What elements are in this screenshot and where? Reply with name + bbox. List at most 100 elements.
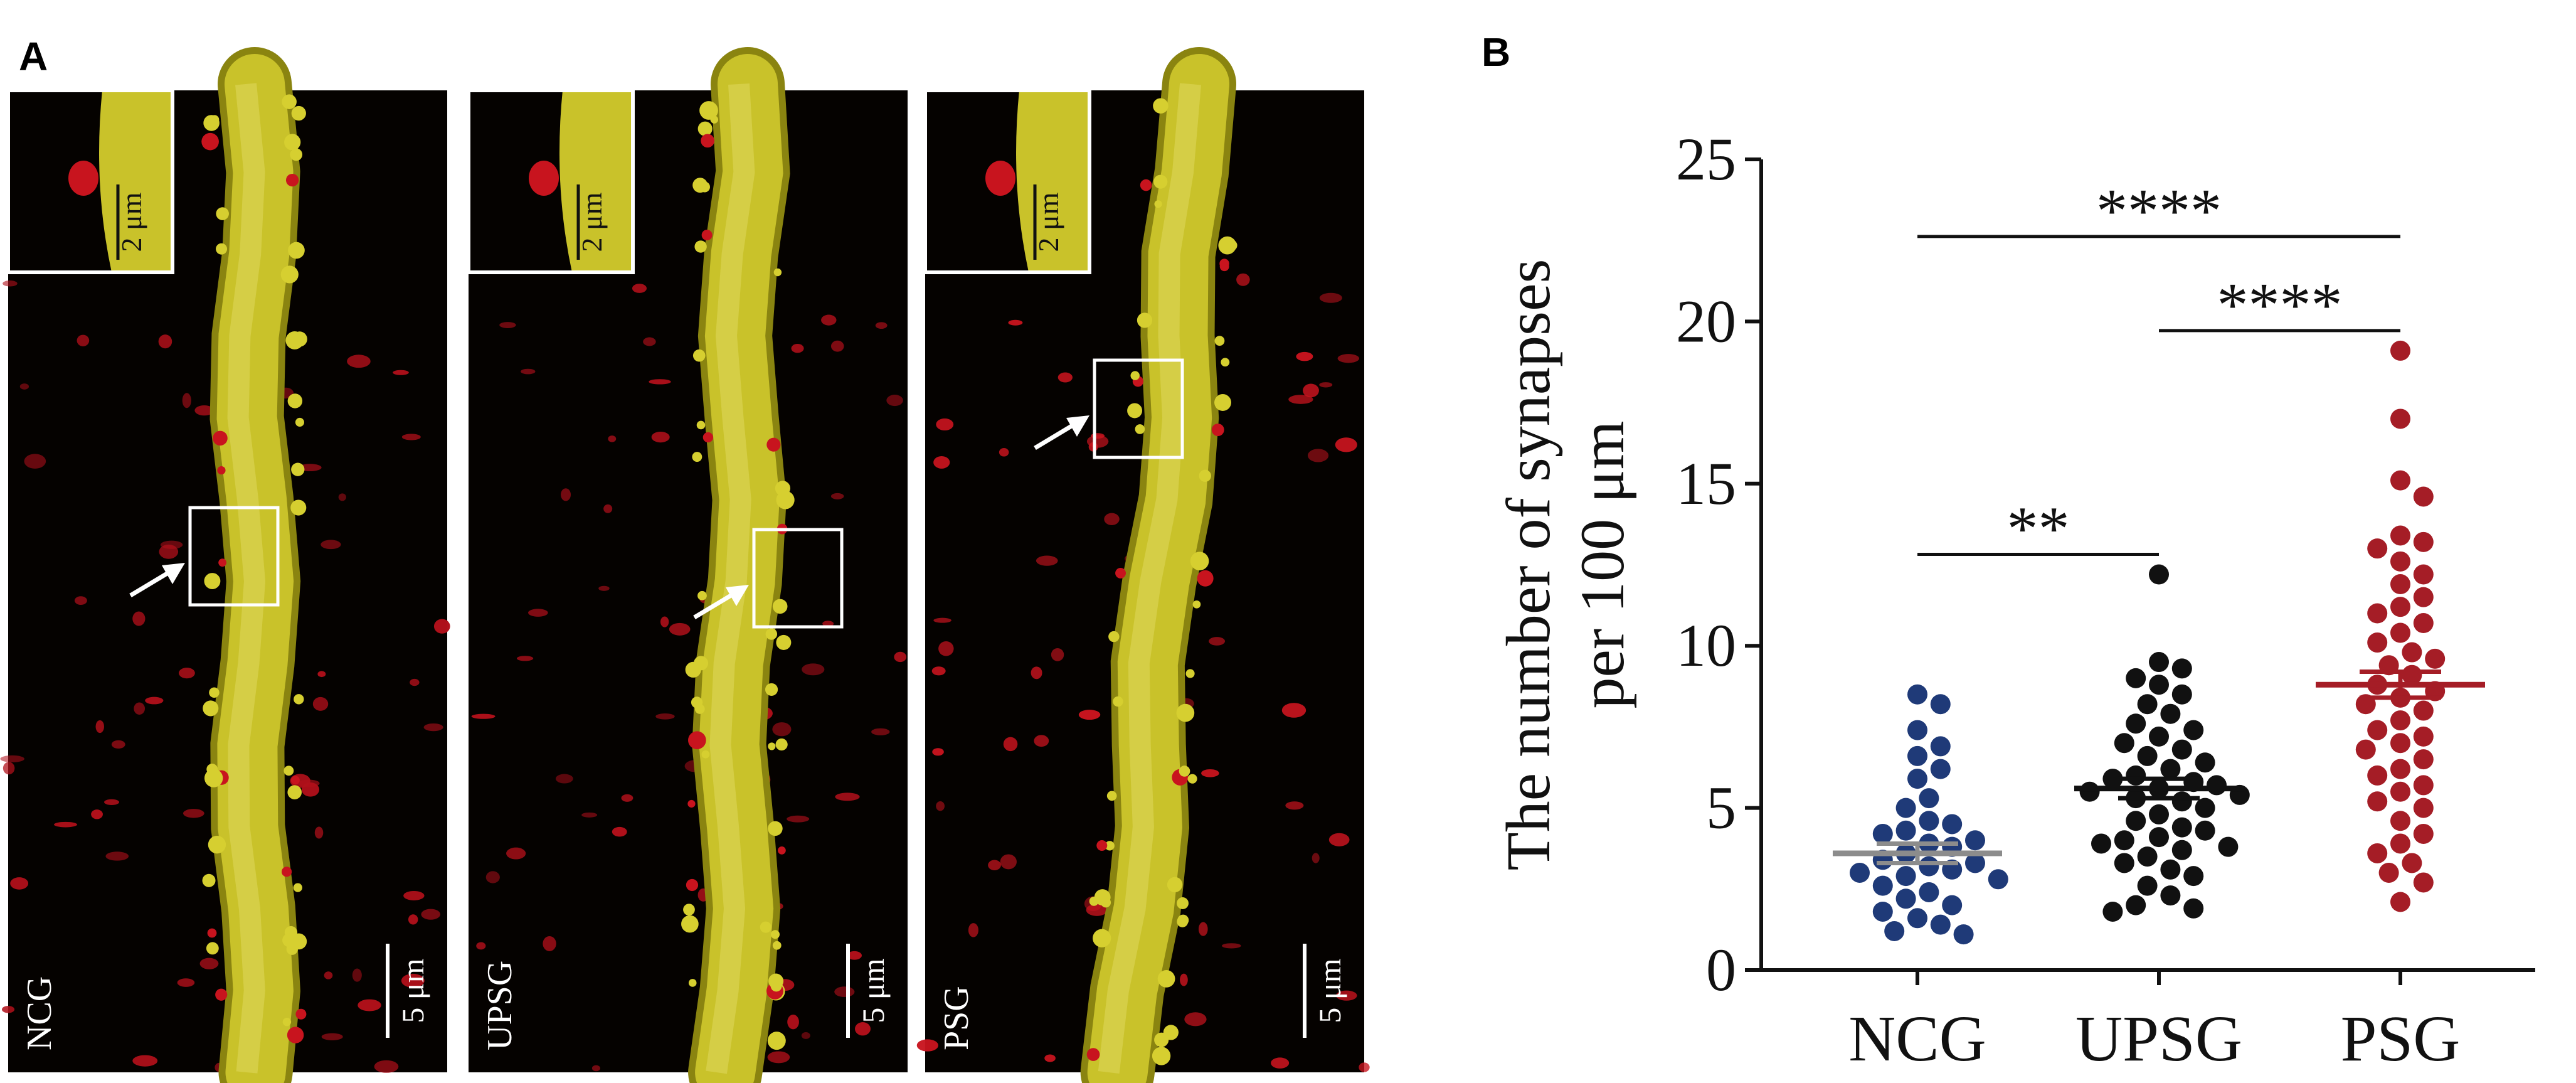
- red-puncta: [159, 544, 179, 559]
- spine: [217, 466, 226, 475]
- red-puncta: [916, 1039, 938, 1052]
- data-point: [2149, 827, 2169, 848]
- red-puncta: [787, 1015, 799, 1030]
- red-puncta: [521, 368, 536, 375]
- y-axis-title: The number of synapsesper 100 μm: [1493, 259, 1637, 871]
- red-puncta: [199, 958, 219, 969]
- data-point: [1930, 914, 1951, 935]
- data-point: [1850, 862, 1870, 883]
- red-puncta: [1296, 351, 1313, 361]
- red-puncta: [24, 454, 46, 469]
- red-puncta: [830, 493, 844, 499]
- spine: [1089, 897, 1099, 906]
- data-point: [2126, 713, 2146, 734]
- red-puncta: [1359, 1062, 1370, 1072]
- data-point: [2114, 733, 2134, 754]
- spine: [702, 432, 714, 443]
- red-puncta: [1307, 449, 1329, 462]
- data-point: [2171, 817, 2192, 838]
- red-puncta: [1303, 383, 1319, 398]
- spine: [280, 265, 299, 284]
- red-puncta: [527, 609, 548, 617]
- red-puncta: [421, 909, 440, 920]
- y-tick-label: 10: [1676, 612, 1736, 679]
- data-point: [2160, 703, 2181, 724]
- spine: [1177, 897, 1189, 909]
- data-point: [2149, 726, 2169, 747]
- data-point: [2367, 603, 2388, 624]
- spine: [694, 704, 705, 714]
- arrow-head: [162, 563, 185, 584]
- data-point: [1907, 745, 1927, 766]
- spine: [697, 121, 713, 136]
- spine: [1199, 469, 1211, 483]
- spine: [285, 331, 304, 349]
- red-puncta: [0, 755, 24, 762]
- data-point: [2207, 775, 2227, 796]
- red-puncta: [1180, 973, 1188, 986]
- data-point: [1930, 759, 1951, 779]
- red-puncta: [132, 611, 146, 626]
- data-point: [2413, 613, 2434, 634]
- spine: [202, 873, 216, 887]
- data-point: [2171, 791, 2192, 812]
- red-puncta: [103, 799, 120, 805]
- data-point: [1907, 720, 1927, 740]
- data-point: [1930, 736, 1951, 757]
- data-point: [2367, 765, 2388, 786]
- spine: [1192, 600, 1201, 609]
- spine: [760, 921, 771, 933]
- data-point: [1953, 924, 1974, 945]
- red-puncta: [347, 355, 371, 368]
- spine: [1179, 766, 1190, 777]
- red-puncta: [145, 696, 164, 705]
- data-point: [1907, 769, 1927, 789]
- significance-label: ****: [2096, 176, 2222, 245]
- spine: [1086, 1048, 1100, 1061]
- scale-label: 5 μm: [395, 958, 430, 1023]
- red-puncta: [835, 792, 860, 801]
- spine: [284, 134, 301, 151]
- inset-puncta: [529, 161, 559, 196]
- red-puncta: [1044, 1054, 1056, 1062]
- data-point: [2102, 901, 2123, 922]
- spine: [1127, 403, 1143, 419]
- spine: [776, 634, 792, 650]
- red-puncta: [931, 666, 946, 676]
- data-point: [1965, 830, 1985, 851]
- spine: [281, 867, 292, 877]
- data-point: [2413, 700, 2434, 721]
- data-point: [1895, 820, 1916, 841]
- data-point: [2126, 895, 2146, 915]
- y-axis-title-line: per 100 μm: [1567, 420, 1637, 708]
- data-point: [2413, 798, 2434, 818]
- red-puncta: [1184, 1012, 1207, 1027]
- spine: [1187, 774, 1197, 784]
- spine: [1221, 358, 1230, 367]
- red-puncta: [1031, 666, 1042, 680]
- spine: [699, 101, 718, 120]
- data-point: [2171, 739, 2192, 760]
- red-puncta: [1057, 372, 1073, 383]
- spine: [765, 683, 778, 696]
- red-puncta: [314, 826, 324, 839]
- spine: [209, 687, 220, 698]
- red-puncta: [649, 379, 671, 385]
- spine: [286, 943, 298, 955]
- red-puncta: [612, 826, 627, 837]
- spine: [291, 105, 306, 121]
- data-point: [2091, 833, 2111, 854]
- spine: [288, 242, 305, 259]
- spine: [287, 393, 303, 408]
- data-point: [2114, 830, 2134, 851]
- spine: [285, 173, 299, 187]
- red-puncta: [938, 641, 954, 656]
- red-puncta: [3, 280, 18, 287]
- red-puncta: [932, 748, 944, 756]
- red-puncta: [608, 435, 617, 442]
- red-puncta: [669, 622, 691, 636]
- spine: [687, 799, 696, 808]
- red-puncta: [1078, 710, 1101, 720]
